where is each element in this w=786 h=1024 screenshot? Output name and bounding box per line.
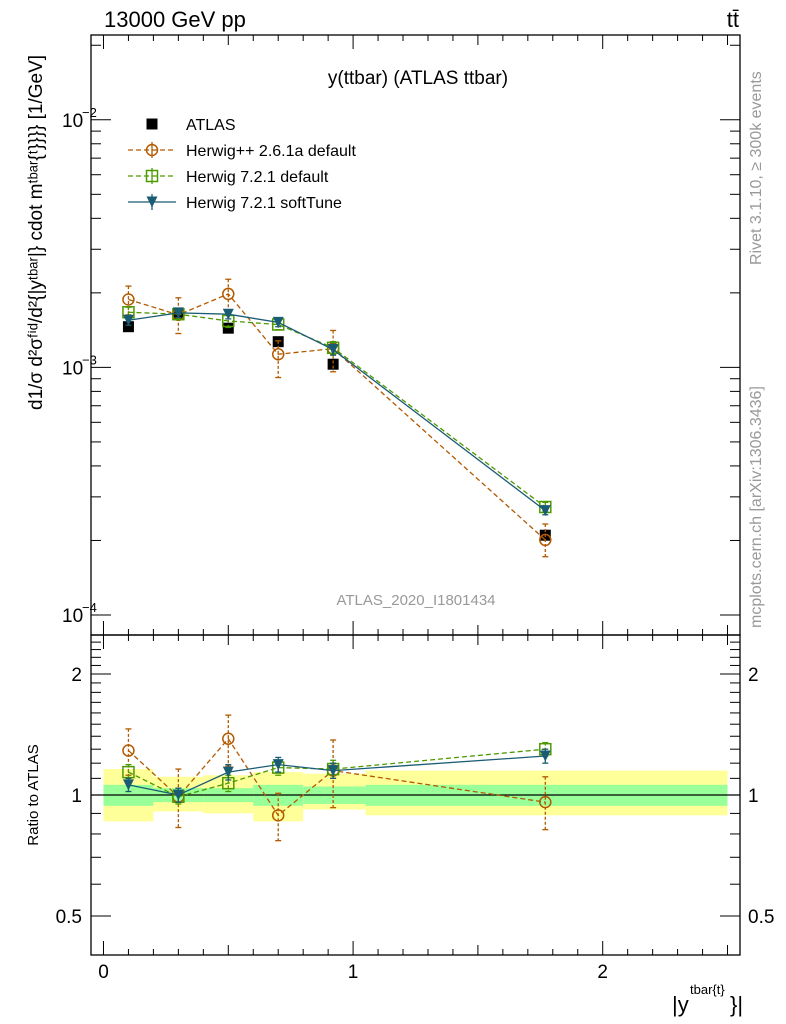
main-y-tick-label-1: 10−3 xyxy=(62,352,97,379)
svg-text:|y: |y xyxy=(672,992,689,1017)
ratio-series-0-point xyxy=(539,795,552,809)
ratio-series-2-point xyxy=(172,789,184,801)
ratio-y-axis-label: Ratio to ATLAS xyxy=(25,744,42,845)
main-series-1-point xyxy=(539,533,552,547)
ratio-series-0-point xyxy=(122,744,135,757)
ratio-y-tick-label-left-0: 2 xyxy=(71,665,82,686)
main-y-tick-label-exp: −4 xyxy=(82,600,97,615)
energy-label: 13000 GeV pp xyxy=(104,7,246,32)
ratio-series-0-point xyxy=(271,809,285,822)
ratio-series-2 xyxy=(122,748,551,803)
main-y-tick-label-base: 10 xyxy=(62,358,83,379)
ratio-axis-ticks xyxy=(91,634,740,956)
main-plot-marks xyxy=(122,278,552,558)
ratio-series-1-point xyxy=(122,765,135,779)
main-series-3-point xyxy=(327,344,339,356)
source-label: mcplots.cern.ch [arXiv:1306.3436] xyxy=(748,386,765,628)
x-tick-label-0: 0 xyxy=(98,962,109,983)
legend-label-atlas: ATLAS xyxy=(186,117,236,134)
ratio-series-2-point xyxy=(327,765,339,777)
ratio-series-2-point xyxy=(539,750,551,762)
legend-label-herwig7-default: Herwig 7.2.1 default xyxy=(186,169,329,186)
ratio-series-0 xyxy=(122,714,552,842)
x-tick-labels: 0 1 2 xyxy=(98,962,608,983)
main-series-1-point xyxy=(271,348,285,361)
legend: ATLAS Herwig++ 2.6.1a default Herwig 7.2… xyxy=(128,117,356,212)
ratio-series-2-point xyxy=(272,759,284,771)
ratio-y-tick-label-left-1: 1 xyxy=(71,786,82,807)
main-y-tick-labels: 10−210−310−4 xyxy=(62,105,97,627)
legend-label-herwigpp: Herwig++ 2.6.1a default xyxy=(186,143,356,160)
ratio-plot-marks xyxy=(122,714,552,842)
main-series-3 xyxy=(122,307,551,517)
ratio-series-2-line xyxy=(128,755,546,796)
main-series-0-point xyxy=(222,322,234,334)
ratio-series-1-line xyxy=(128,748,546,798)
main-series-0-point xyxy=(122,321,134,333)
x-axis-label: |y tbar{t} }| xyxy=(672,982,743,1017)
ratio-series-2-point xyxy=(122,779,134,791)
main-y-tick-label-base: 10 xyxy=(62,111,83,132)
rivet-label: Rivet 3.1.10, ≥ 300k events xyxy=(748,71,765,265)
legend-marker-3 xyxy=(146,196,158,208)
svg-text:tbar{t}: tbar{t} xyxy=(690,982,725,997)
analysis-label: ATLAS_2020_I1801434 xyxy=(336,592,495,609)
ratio-panel: 2 2 1 1 0.5 0.5 0 1 2 Ratio to ATLAS |y tbar{t}… xyxy=(25,634,775,1017)
main-series-3-point xyxy=(122,314,134,326)
x-tick-label-1: 1 xyxy=(348,962,359,983)
main-y-tick-label-exp: −3 xyxy=(82,352,97,367)
process-label: tt̄ xyxy=(727,7,739,32)
legend-label-herwig7-softtune: Herwig 7.2.1 softTune xyxy=(186,195,342,212)
ratio-y-tick-label-right-0: 2 xyxy=(748,665,759,686)
main-series-2 xyxy=(122,305,552,514)
ratio-series-0-line xyxy=(128,737,546,817)
legend-marker-2 xyxy=(145,169,159,183)
ratio-y-tick-label-left-2: 0.5 xyxy=(56,907,82,928)
main-series-3-point xyxy=(222,308,234,320)
legend-marker-0 xyxy=(146,118,158,130)
main-panel: y(ttbar) (ATLAS ttbar) ATLAS_2020_I18014… xyxy=(26,34,741,636)
main-series-1 xyxy=(122,278,552,558)
x-tick-label-2: 2 xyxy=(597,962,608,983)
ratio-y-tick-label-right-2: 0.5 xyxy=(748,907,774,928)
main-series-3-point xyxy=(272,316,284,328)
main-axis-ticks xyxy=(91,35,740,635)
main-series-3-line xyxy=(128,312,546,512)
main-series-2-line xyxy=(128,311,546,508)
main-series-3-point xyxy=(539,505,551,517)
main-series-3-point xyxy=(172,307,184,319)
main-y-tick-label-2: 10−4 xyxy=(62,600,97,627)
ratio-y-tick-label-right-1: 1 xyxy=(748,786,759,807)
ratio-y-tick-labels: 2 2 1 1 0.5 0.5 xyxy=(56,665,775,928)
main-y-axis-label: d1/σ d²σᶠⁱᵈ/d²{|yᵗᵇᵃʳ|} cdot mᵗᵇᵃʳ{ᵗ}}}}… xyxy=(26,55,47,410)
main-y-tick-label-base: 10 xyxy=(62,606,83,627)
main-series-1-line xyxy=(128,293,546,541)
main-y-tick-label-exp: −2 xyxy=(82,105,97,120)
ratio-series-2-point xyxy=(222,766,234,778)
main-series-1-point xyxy=(122,293,135,306)
main-y-tick-label-0: 10−2 xyxy=(62,105,97,132)
svg-text:}|: }| xyxy=(730,992,743,1017)
plot-title: y(ttbar) (ATLAS ttbar) xyxy=(328,68,508,89)
main-series-1-point xyxy=(222,287,235,301)
main-series-0-point xyxy=(327,358,339,370)
legend-marker-1 xyxy=(145,143,159,157)
ratio-series-0-point xyxy=(222,732,235,746)
legend-symbols xyxy=(128,118,176,210)
